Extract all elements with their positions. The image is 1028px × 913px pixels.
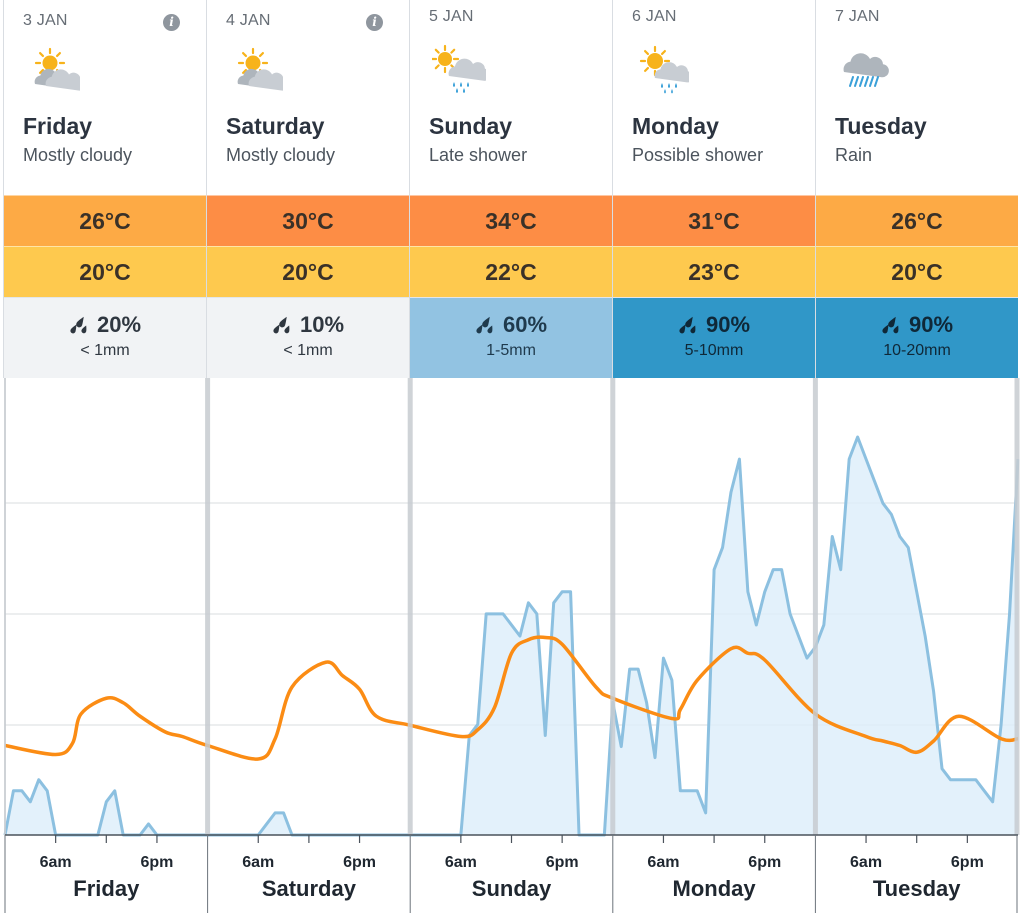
max-temperature: 26°C — [816, 195, 1018, 246]
rain-chance: 10% — [299, 312, 345, 337]
rain-chance: 90% — [705, 312, 751, 337]
day-name: Tuesday — [835, 113, 927, 139]
mostly-cloudy-icon — [237, 47, 283, 91]
day-header: 5 JAN Sunday Late shower — [410, 0, 612, 195]
axis-day-label-sunday: Sunday — [471, 876, 552, 901]
hourly-chart: 6am 6pm Friday 6am 6pm Saturday 6am 6pm Sunday 6a… — [0, 378, 1028, 913]
rain-chance: 90% — [908, 312, 954, 337]
rain-chance: 60% — [502, 312, 548, 337]
temperature-line — [4, 635, 1019, 761]
day-description: Late shower — [429, 145, 528, 165]
day-description: Possible shower — [632, 145, 764, 165]
tick-label-6am: 6am — [850, 854, 883, 871]
raindrops-icon — [70, 316, 87, 334]
info-icon[interactable]: i — [163, 14, 180, 31]
min-temperature: 20°C — [4, 246, 206, 297]
day-date: 3 JAN — [23, 12, 68, 29]
forecast-summary: 3 JAN i Friday Mostly cloudy 26°C 20°C 2… — [3, 0, 1018, 378]
min-temperature: 20°C — [207, 246, 409, 297]
min-temperature: 23°C — [613, 246, 815, 297]
day-date: 7 JAN — [835, 8, 880, 25]
day-name: Friday — [23, 113, 93, 139]
tick-label-6am: 6am — [647, 854, 680, 871]
tick-label-6pm: 6pm — [950, 854, 984, 871]
possible-shower-icon — [639, 45, 689, 94]
tick-label-6am: 6am — [444, 854, 477, 871]
mostly-cloudy-icon — [34, 47, 80, 91]
axis-day-label-tuesday: Tuesday — [872, 876, 961, 901]
raindrops-icon — [476, 316, 493, 334]
axis-day-label-saturday: Saturday — [261, 876, 356, 901]
rain-chance: 20% — [96, 312, 142, 337]
tick-label-6pm: 6pm — [140, 854, 174, 871]
rain-summary: 10% < 1mm — [207, 297, 409, 378]
day-column-monday[interactable]: 6 JAN Monday Possible shower 31°C 23°C 9… — [612, 0, 815, 378]
rain-area — [5, 437, 1018, 835]
rain-amount: 10-20mm — [883, 342, 951, 359]
day-header: 6 JAN Monday Possible shower — [613, 0, 815, 195]
day-header: 4 JAN i Saturday Mostly cloudy — [207, 0, 409, 195]
raindrops-icon — [882, 316, 899, 334]
tick-label-6pm: 6pm — [748, 854, 782, 871]
axis-day-label-friday: Friday — [73, 876, 140, 901]
rain-summary: 60% 1-5mm — [410, 297, 612, 378]
rain-summary: 20% < 1mm — [4, 297, 206, 378]
day-header: 3 JAN i Friday Mostly cloudy — [4, 0, 206, 195]
rain-amount: < 1mm — [283, 342, 333, 359]
tick-label-6am: 6am — [39, 854, 72, 871]
max-temperature: 30°C — [207, 195, 409, 246]
max-temperature: 31°C — [613, 195, 815, 246]
day-date: 5 JAN — [429, 8, 474, 25]
day-column-friday[interactable]: 3 JAN i Friday Mostly cloudy 26°C 20°C 2… — [3, 0, 206, 378]
rain-summary: 90% 5-10mm — [613, 297, 815, 378]
hourly-chart-svg — [3, 378, 1020, 913]
late-shower-icon — [432, 44, 486, 93]
day-name: Monday — [632, 113, 719, 139]
rain-summary: 90% 10-20mm — [816, 297, 1018, 378]
day-date: 4 JAN — [226, 12, 271, 29]
rain-amount: < 1mm — [80, 342, 130, 359]
day-header: 7 JAN Tuesday Rain — [816, 0, 1018, 195]
axis-day-label-monday: Monday — [672, 876, 756, 901]
info-icon[interactable]: i — [366, 14, 383, 31]
rain-icon — [843, 53, 889, 87]
day-column-sunday[interactable]: 5 JAN Sunday Late shower 34°C 22°C 60% 1… — [409, 0, 612, 378]
day-column-tuesday[interactable]: 7 JAN Tuesday Rain 26°C 20°C 90% 10-20mm — [815, 0, 1018, 378]
tick-label-6pm: 6pm — [545, 854, 579, 871]
rain-amount: 5-10mm — [684, 342, 744, 359]
rain-amount: 1-5mm — [486, 342, 536, 359]
min-temperature: 20°C — [816, 246, 1018, 297]
day-date: 6 JAN — [632, 8, 677, 25]
max-temperature: 34°C — [410, 195, 612, 246]
day-description: Mostly cloudy — [226, 145, 336, 165]
day-name: Saturday — [226, 113, 325, 139]
raindrops-icon — [679, 316, 696, 334]
day-name: Sunday — [429, 113, 513, 139]
day-description: Mostly cloudy — [23, 145, 133, 165]
min-temperature: 22°C — [410, 246, 612, 297]
tick-label-6pm: 6pm — [343, 854, 376, 871]
day-description: Rain — [835, 145, 873, 165]
raindrops-icon — [273, 316, 290, 334]
max-temperature: 26°C — [4, 195, 206, 246]
tick-label-6am: 6am — [242, 854, 275, 871]
day-column-saturday[interactable]: 4 JAN i Saturday Mostly cloudy 30°C 20°C… — [206, 0, 409, 378]
